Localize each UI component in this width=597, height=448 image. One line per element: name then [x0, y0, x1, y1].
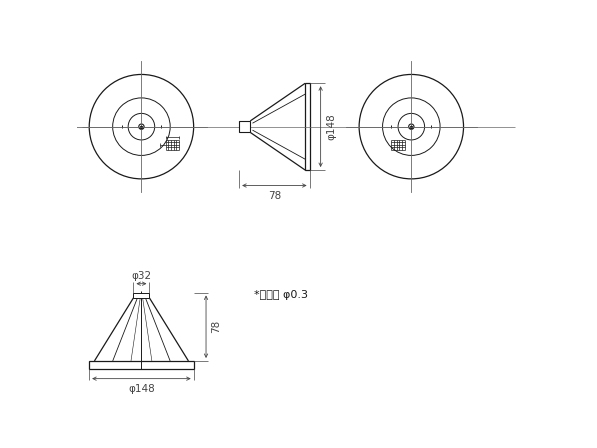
Bar — [239, 121, 250, 133]
Bar — [134, 293, 149, 298]
Bar — [89, 361, 193, 369]
Text: 78: 78 — [211, 320, 221, 333]
Text: *스텐망 φ0.3: *스텐망 φ0.3 — [254, 290, 308, 300]
Text: 78: 78 — [268, 191, 281, 201]
Text: φ148: φ148 — [128, 384, 155, 394]
Text: φ32: φ32 — [131, 271, 152, 281]
Bar — [305, 83, 310, 170]
Text: φ148: φ148 — [326, 113, 336, 140]
